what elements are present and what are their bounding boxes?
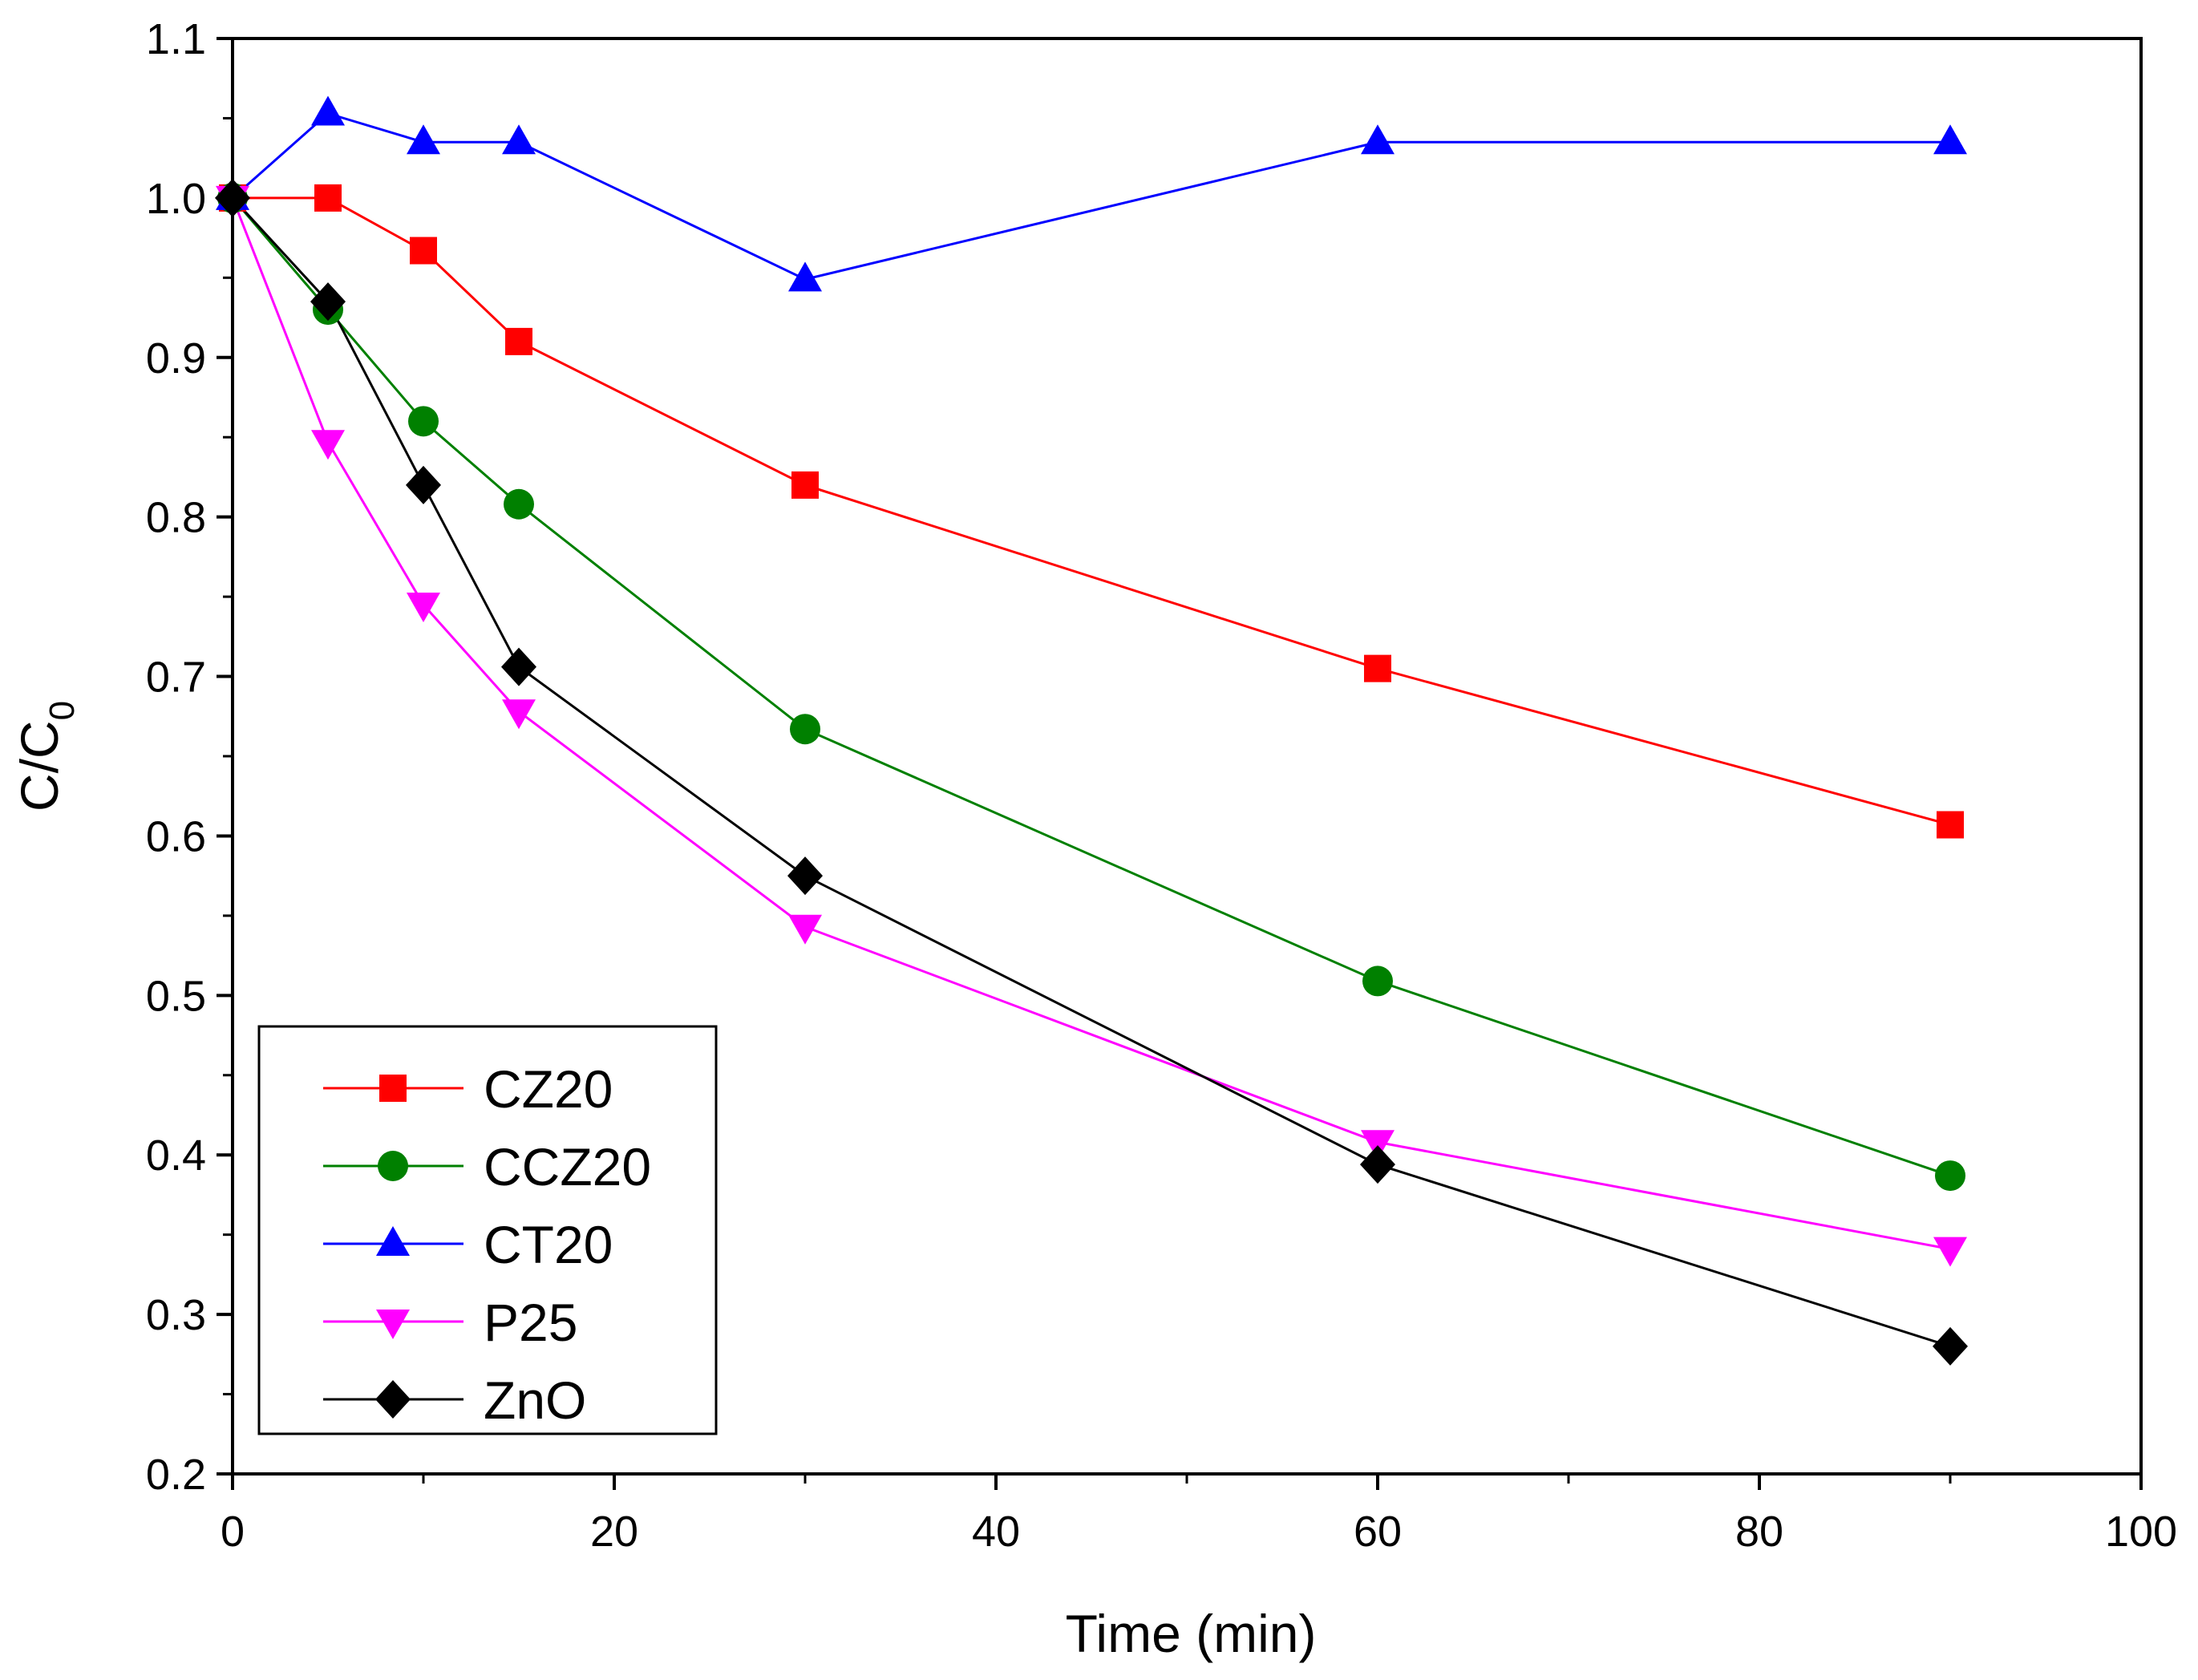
series-layer bbox=[215, 95, 1968, 1366]
y-axis-title-subscript: 0 bbox=[43, 701, 82, 720]
y-tick-label: 0.4 bbox=[146, 1131, 206, 1180]
y-tick-label: 0.5 bbox=[146, 972, 206, 1020]
x-tick-label: 20 bbox=[590, 1508, 638, 1556]
y-tick-label: 0.7 bbox=[146, 654, 206, 702]
legend-label-zno: ZnO bbox=[484, 1370, 586, 1430]
axis-ticks: 0 20 40 60 80 100 0.2 0.3 0.4 0.5 0.6 0.7 0.8 0.9 1.0 1… bbox=[146, 15, 2177, 1556]
data-point-zno bbox=[310, 282, 346, 322]
data-point-zno bbox=[501, 647, 536, 686]
legend-label-p25: P25 bbox=[484, 1293, 577, 1352]
data-point-ct20 bbox=[1933, 124, 1967, 155]
data-point-ct20 bbox=[788, 261, 822, 292]
data-point-zno bbox=[406, 465, 441, 504]
y-axis-title-main: C/C bbox=[10, 720, 69, 812]
data-point-p25 bbox=[502, 699, 536, 730]
data-point-cz20 bbox=[505, 327, 532, 355]
data-point-cz20 bbox=[314, 184, 342, 212]
data-point-zno bbox=[1933, 1326, 1968, 1366]
x-tick-label: 60 bbox=[1354, 1508, 1402, 1556]
x-tick-label: 100 bbox=[2105, 1508, 2177, 1556]
data-point-ccz20 bbox=[1362, 965, 1393, 997]
y-tick-label: 0.9 bbox=[146, 334, 206, 383]
x-tick-label: 0 bbox=[221, 1508, 245, 1556]
data-point-cz20 bbox=[791, 471, 819, 499]
y-tick-label: 1.0 bbox=[146, 175, 206, 223]
y-axis-title: C/C0 bbox=[10, 701, 82, 812]
legend-label-cz20: CZ20 bbox=[484, 1059, 613, 1119]
data-point-zno bbox=[1360, 1145, 1395, 1184]
data-point-cz20 bbox=[1937, 811, 1964, 839]
data-point-p25 bbox=[788, 914, 822, 945]
y-tick-label: 0.3 bbox=[146, 1291, 206, 1339]
x-tick-label: 80 bbox=[1735, 1508, 1783, 1556]
legend-box bbox=[257, 1025, 718, 1435]
legend-label-ct20: CT20 bbox=[484, 1215, 613, 1274]
data-point-ccz20 bbox=[1935, 1160, 1965, 1192]
plot-frame bbox=[231, 37, 2143, 1476]
data-point-cz20 bbox=[410, 237, 437, 265]
data-point-ccz20 bbox=[408, 406, 439, 437]
data-point-ct20 bbox=[311, 95, 345, 126]
data-point-ccz20 bbox=[504, 488, 534, 520]
legend-marker-zno bbox=[375, 1380, 411, 1419]
legend-marker-ct20 bbox=[376, 1226, 410, 1256]
y-tick-label: 0.6 bbox=[146, 812, 206, 860]
legend-marker-p25 bbox=[376, 1310, 410, 1339]
y-tick-label: 1.1 bbox=[146, 15, 206, 63]
legend-marker-ccz20 bbox=[378, 1151, 408, 1181]
x-tick-label: 40 bbox=[972, 1508, 1020, 1556]
x-axis-title: Time (min) bbox=[1066, 1604, 1317, 1663]
data-point-ct20 bbox=[1361, 124, 1394, 155]
data-point-p25 bbox=[407, 593, 440, 623]
y-tick-label: 0.2 bbox=[146, 1451, 206, 1499]
data-point-p25 bbox=[1361, 1130, 1394, 1160]
legend: CZ20 CCZ20 CT20 P25 ZnO bbox=[257, 1025, 718, 1435]
legend-label-ccz20: CCZ20 bbox=[484, 1137, 651, 1196]
data-point-p25 bbox=[311, 430, 345, 460]
legend-marker-cz20 bbox=[379, 1075, 407, 1102]
data-point-cz20 bbox=[1364, 654, 1391, 682]
data-point-ccz20 bbox=[790, 714, 820, 745]
data-point-ct20 bbox=[407, 124, 440, 155]
data-point-p25 bbox=[1933, 1237, 1967, 1267]
y-tick-label: 0.8 bbox=[146, 494, 206, 542]
data-point-ct20 bbox=[502, 124, 536, 155]
data-point-zno bbox=[787, 856, 823, 896]
